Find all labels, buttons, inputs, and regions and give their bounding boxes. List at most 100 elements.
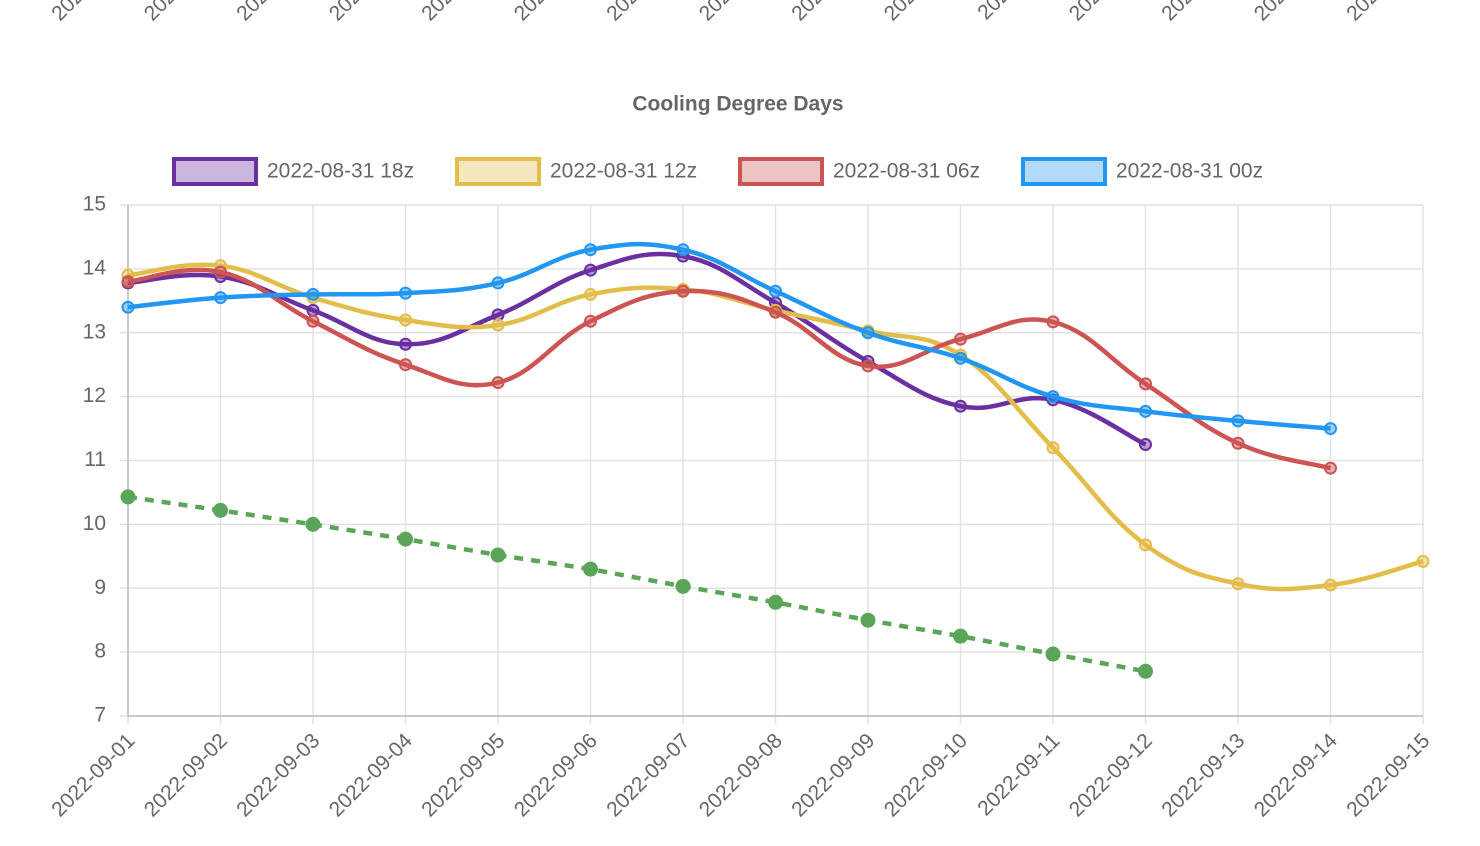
x-tick-label: 2022-09-04 <box>325 729 417 821</box>
data-point <box>584 263 597 277</box>
data-point <box>1231 436 1245 450</box>
series-line <box>127 494 1146 674</box>
data-point <box>491 318 505 332</box>
x-tick-label: 2022-09-08 <box>695 729 787 821</box>
x-tick-label: 2022-09-14 <box>1250 729 1342 821</box>
data-point <box>1324 461 1337 475</box>
data-point <box>769 305 782 319</box>
series-line <box>127 241 1331 431</box>
data-point <box>121 275 135 289</box>
x-tick-label: 2022-09-04 <box>325 0 417 25</box>
x-tick-label: 2022-09-07 <box>602 729 694 821</box>
x-tick-label: 2022-09-12 <box>1065 0 1157 25</box>
data-point <box>583 561 598 577</box>
x-tick-label: 2022-09-02 <box>140 0 232 25</box>
data-point <box>1138 663 1153 679</box>
y-tick-label: 15 <box>83 193 106 216</box>
data-point <box>1139 538 1152 552</box>
legend-swatch <box>455 157 541 186</box>
legend-label: 2022-08-31 00z <box>1116 160 1263 183</box>
x-tick-label: 2022-09-10 <box>880 0 972 25</box>
legend-swatch <box>738 157 824 186</box>
data-point <box>676 243 690 257</box>
data-point <box>305 516 321 532</box>
data-point <box>214 265 227 279</box>
data-point <box>768 594 783 610</box>
data-point <box>1139 377 1152 391</box>
y-tick-label: 11 <box>84 448 106 471</box>
data-point <box>214 291 227 305</box>
x-tick-label: 2022-09-10 <box>880 729 972 821</box>
data-point <box>121 300 135 314</box>
x-tick-label: 2022-09-02 <box>140 729 232 821</box>
chart-title: Cooling Degree Days <box>632 93 843 116</box>
legend-swatch <box>1021 157 1107 186</box>
data-point <box>399 337 412 351</box>
x-tick-label: 2022-09-08 <box>695 0 787 25</box>
x-tick-label: 2022-09-09 <box>787 729 879 821</box>
x-tick-label: 2022-09-09 <box>787 0 879 25</box>
data-point <box>584 314 597 328</box>
data-point <box>954 351 967 365</box>
data-point <box>769 284 782 298</box>
data-point <box>1231 414 1245 428</box>
x-tick-label: 2022-09-01 <box>47 729 139 821</box>
x-tick-label: 2022-09-14 <box>1250 0 1342 25</box>
data-point <box>1324 578 1337 592</box>
x-tick-label: 2022-09-15 <box>1342 729 1434 821</box>
data-point <box>861 326 875 340</box>
x-tick-label: 2022-09-15 <box>1342 0 1434 25</box>
x-tick-label: 2022-09-06 <box>510 0 602 25</box>
data-point <box>860 612 876 628</box>
data-point <box>1139 404 1152 418</box>
y-tick-label: 12 <box>83 384 106 407</box>
x-tick-label: 2022-09-03 <box>232 729 324 821</box>
data-point <box>306 287 320 301</box>
x-tick-label: 2022-09-06 <box>510 729 602 821</box>
data-point <box>1231 577 1245 591</box>
data-point <box>399 313 412 327</box>
data-point <box>491 376 505 390</box>
series-line <box>127 251 1147 447</box>
data-point <box>584 243 597 257</box>
series-line <box>127 267 1332 471</box>
data-point <box>1046 390 1060 404</box>
data-point <box>954 332 967 346</box>
data-point <box>399 286 412 300</box>
data-point <box>953 628 968 644</box>
x-tick-label: 2022-09-03 <box>232 0 324 25</box>
legend-label: 2022-08-31 06z <box>833 160 980 183</box>
x-tick-label: 2022-09-12 <box>1065 729 1157 821</box>
data-point <box>676 284 690 298</box>
y-tick-label: 10 <box>83 512 106 535</box>
data-point <box>1416 554 1430 568</box>
x-tick-label: 2022-09-07 <box>602 0 694 25</box>
data-point <box>398 531 413 547</box>
y-tick-label: 13 <box>83 320 106 343</box>
y-tick-label: 9 <box>94 576 106 599</box>
data-point <box>120 489 136 505</box>
y-tick-label: 8 <box>94 640 106 663</box>
x-tick-label: 2022-09-01 <box>47 0 139 25</box>
x-tick-label: 2022-09-05 <box>417 729 509 821</box>
y-tick-label: 7 <box>94 704 106 727</box>
data-point <box>1045 646 1061 662</box>
x-tick-label: 2022-09-05 <box>417 0 509 25</box>
y-tick-label: 14 <box>83 256 107 279</box>
series-line <box>127 262 1424 592</box>
data-point <box>954 399 967 413</box>
data-point <box>584 287 597 301</box>
data-point <box>675 578 691 594</box>
data-point <box>861 359 875 373</box>
data-point <box>306 303 320 317</box>
data-point <box>1324 422 1337 436</box>
data-point <box>306 314 320 328</box>
x-tick-label: 2022-09-13 <box>1157 0 1249 25</box>
data-point <box>1046 315 1060 329</box>
legend-label: 2022-08-31 12z <box>550 160 697 183</box>
data-point <box>213 502 228 518</box>
legend-swatch <box>172 157 258 186</box>
data-point <box>399 358 412 372</box>
data-point <box>1139 438 1152 452</box>
